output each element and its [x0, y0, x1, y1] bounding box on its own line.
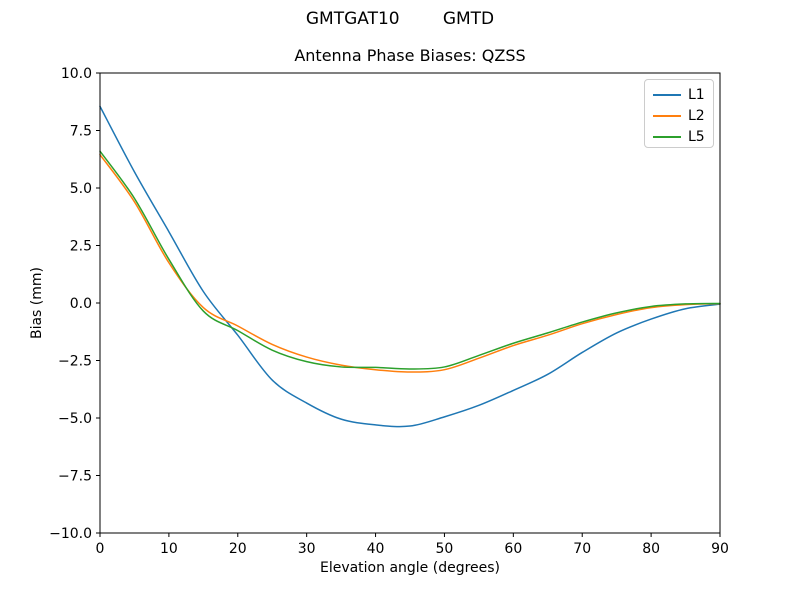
y-tick-label: −10.0: [49, 526, 92, 542]
legend-item-l5: L5: [653, 127, 713, 147]
y-tick-label: 7.5: [70, 124, 92, 140]
y-tick-label: 0.0: [70, 296, 92, 312]
figure-suptitle: GMTGAT10 GMTD: [305, 9, 495, 29]
x-tick-label: 40: [367, 541, 385, 557]
legend-label-l1: L1: [688, 87, 705, 103]
legend-item-l2: L2: [653, 106, 713, 126]
chart-title: Antenna Phase Biases: QZSS: [294, 46, 526, 65]
legend-item-l1: L1: [653, 85, 713, 105]
y-tick-label: −2.5: [58, 354, 92, 370]
x-tick-label: 90: [711, 541, 729, 557]
x-tick-label: 10: [160, 541, 178, 557]
y-tick-label: −5.0: [58, 411, 92, 427]
series-line-l1: [99, 105, 721, 428]
axes-spines: [99, 72, 721, 534]
y-tick-label: −7.5: [58, 469, 92, 485]
y-tick-label: 5.0: [70, 181, 92, 197]
x-tick-label: 80: [642, 541, 660, 557]
legend-line-swatch-l2: [653, 115, 681, 117]
x-tick-label: 50: [436, 541, 454, 557]
x-tick-label: 60: [504, 541, 522, 557]
legend: L1 L2 L5: [644, 79, 714, 148]
x-tick-label: 70: [573, 541, 591, 557]
legend-label-l2: L2: [688, 108, 705, 124]
legend-line-swatch-l1: [653, 94, 681, 96]
x-axis-label: Elevation angle (degrees): [319, 560, 501, 576]
legend-line-swatch-l5: [653, 136, 681, 138]
y-tick-label: 10.0: [61, 66, 92, 82]
y-tick-label: 2.5: [70, 239, 92, 255]
series-line-l5: [99, 150, 721, 370]
y-axis-label: Bias (mm): [29, 266, 45, 340]
x-tick-label: 20: [229, 541, 247, 557]
x-tick-label: 30: [298, 541, 316, 557]
x-tick-label: 0: [96, 541, 105, 557]
legend-label-l5: L5: [688, 129, 705, 145]
series-line-l2: [99, 153, 721, 373]
